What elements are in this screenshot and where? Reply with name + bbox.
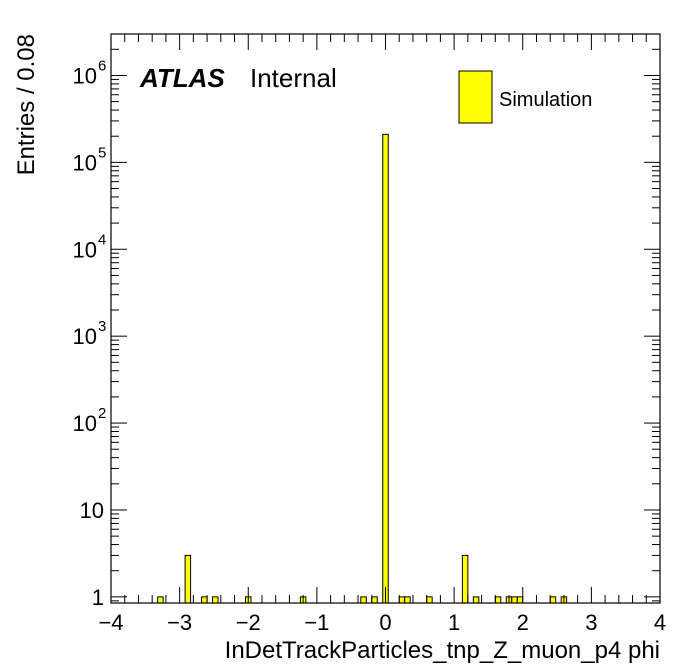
histogram-bar-12 <box>461 554 469 604</box>
histogram-bar-9 <box>398 596 406 604</box>
histogram-bar-10 <box>404 596 411 604</box>
y-tick-label: 10 <box>73 63 97 88</box>
y-tick-label: 1 <box>92 585 104 610</box>
histogram-bar-6 <box>360 596 367 604</box>
histogram-bar-3 <box>212 596 219 604</box>
x-tick-label: −3 <box>167 610 192 635</box>
legend-label: Simulation <box>499 89 592 111</box>
histogram-bar-14 <box>494 596 502 604</box>
y-tick-label: 10 <box>73 411 97 436</box>
histogram-bar-16 <box>511 596 518 604</box>
y-tick-exponent: 2 <box>98 405 106 422</box>
x-tick-label: 4 <box>654 610 666 635</box>
histogram-bar-17 <box>516 596 524 604</box>
y-tick-exponent: 4 <box>98 231 106 248</box>
atlas-label: ATLAS <box>139 63 225 93</box>
histogram-bar-11 <box>426 596 433 604</box>
y-tick-exponent: 6 <box>98 57 106 74</box>
x-axis-title: InDetTrackParticles_tnp_Z_muon_p4 phi <box>225 637 660 664</box>
y-tick-label: 10 <box>73 237 97 262</box>
histogram-bar-13 <box>472 596 480 604</box>
x-tick-label: 3 <box>585 610 597 635</box>
histogram-bar-1 <box>184 554 192 604</box>
legend-swatch <box>458 70 493 124</box>
y-tick-exponent: 5 <box>98 144 106 161</box>
histogram-bar-8 <box>382 133 389 604</box>
y-tick-label: 10 <box>73 150 97 175</box>
y-tick-label: 10 <box>73 324 97 349</box>
histogram-bar-18 <box>549 596 557 604</box>
axis-ticks <box>110 33 661 603</box>
internal-label: Internal <box>250 63 337 93</box>
x-tick-label: −1 <box>304 610 329 635</box>
x-tick-label: −2 <box>236 610 261 635</box>
x-tick-labels: −4 −3 −2 −1 0 1 2 3 4 <box>98 610 666 635</box>
x-tick-label: 0 <box>379 610 391 635</box>
y-tick-exponent: 3 <box>98 318 106 335</box>
x-tick-label: 2 <box>517 610 529 635</box>
x-tick-label: 1 <box>448 610 460 635</box>
histogram-bar-0 <box>157 596 164 604</box>
y-axis-title: Entries / 0.08 <box>13 34 40 175</box>
y-tick-label: 10 <box>80 498 104 523</box>
x-tick-label: −4 <box>98 610 123 635</box>
histogram-bar-7 <box>371 596 378 604</box>
histogram-bar-2 <box>201 596 208 604</box>
